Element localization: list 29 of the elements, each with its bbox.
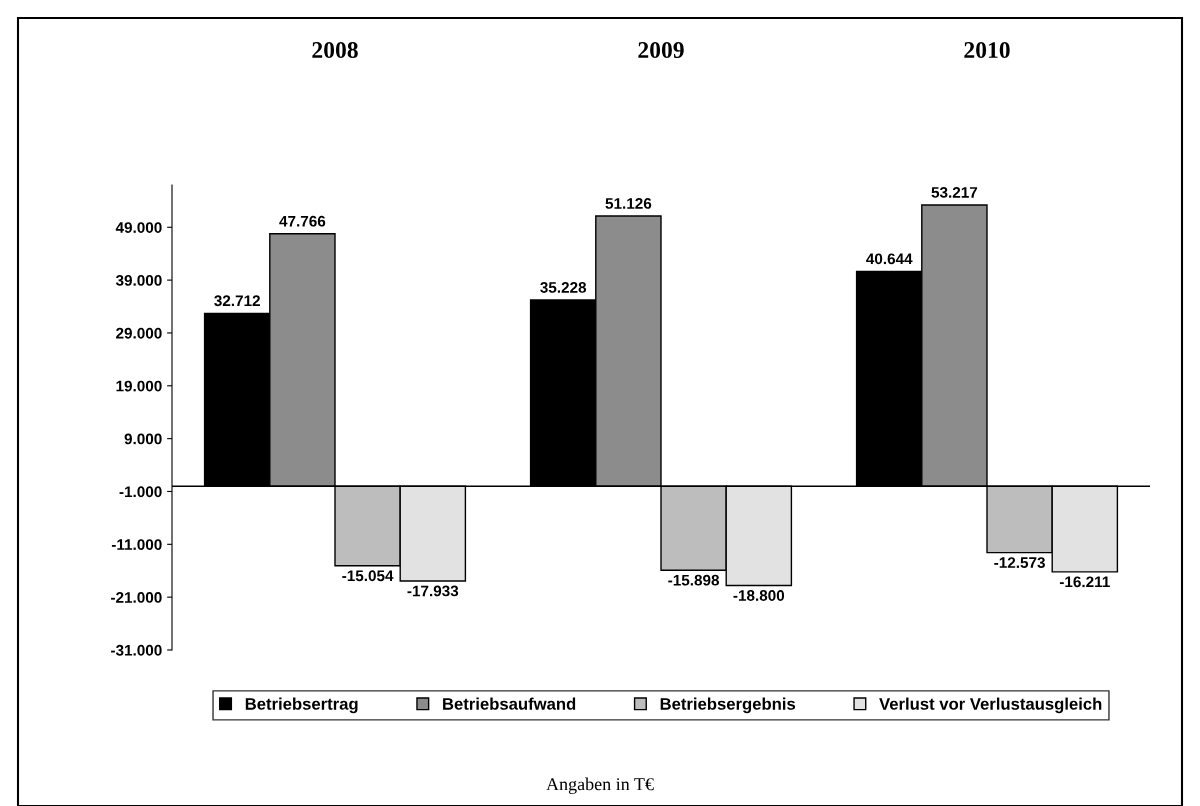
- data-label: 47.766: [279, 215, 326, 227]
- data-label: 53.217: [931, 186, 978, 198]
- data-label: 40.644: [866, 253, 913, 265]
- y-tick-label: -11.000: [111, 539, 162, 550]
- y-tick-label: 39.000: [115, 274, 162, 286]
- y-tick-label: -21.000: [111, 592, 162, 603]
- y-tick-label: 19.000: [116, 380, 162, 392]
- text: Angaben in T€: [546, 777, 654, 794]
- legend-label: Betriebsaufwand: [443, 697, 576, 710]
- data-label: 51.126: [605, 198, 652, 209]
- legend-label: Betriebsergebnis: [660, 697, 796, 714]
- data-label: -12.573: [994, 557, 1045, 569]
- legend-label: Verlust vor Verlustausgleich: [879, 697, 1102, 714]
- data-label: -17.933: [407, 585, 459, 597]
- legend-label: Betriebsertrag: [245, 697, 358, 714]
- y-tick-label: 49.000: [115, 222, 162, 233]
- data-label: -16.211: [1059, 576, 1110, 588]
- x-tick-label: 2008: [312, 42, 358, 58]
- data-label: 32.712: [214, 295, 260, 307]
- y-tick-label: -31.000: [111, 644, 162, 656]
- y-tick-label: -1.000: [119, 486, 162, 498]
- data-label: -15.898: [668, 574, 720, 586]
- y-tick-label: 9.000: [124, 433, 162, 445]
- x-tick-label: 2010: [964, 42, 1010, 58]
- data-label: 35.228: [540, 282, 587, 293]
- data-label: -18.800: [733, 590, 785, 601]
- y-tick-label: 29.000: [116, 327, 162, 339]
- x-tick-label: 2009: [638, 42, 684, 58]
- data-label: -15.054: [342, 570, 394, 582]
